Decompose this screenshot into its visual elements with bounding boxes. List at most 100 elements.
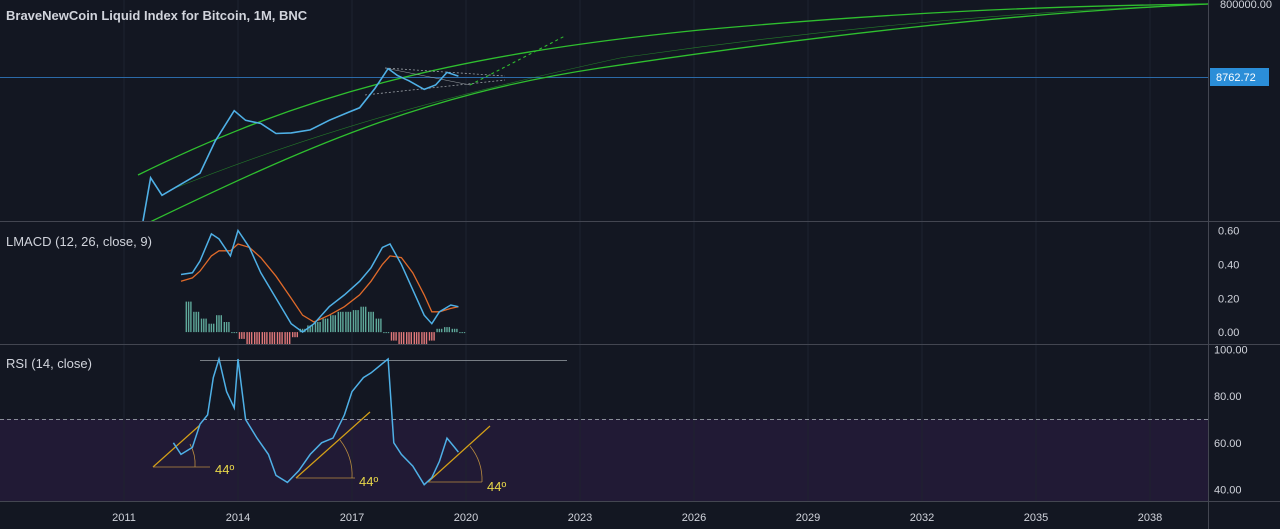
macd-histogram-bar — [256, 332, 258, 344]
macd-histogram-bar — [415, 332, 418, 344]
macd-histogram-bar — [281, 332, 283, 344]
time-axis-tick: 2026 — [682, 512, 706, 524]
macd-histogram-bar — [195, 311, 197, 333]
macd-histogram-bar — [289, 332, 291, 344]
macd-histogram-bar — [273, 332, 276, 344]
macd-axis[interactable]: 0.60 0.40 0.20 0.00 — [1218, 226, 1239, 340]
macd-histogram-bar — [327, 318, 329, 333]
macd-histogram-bar — [233, 332, 235, 334]
triangle-diagonal — [384, 67, 471, 86]
macd-histogram-bar — [372, 311, 374, 333]
macd-histogram-bar — [200, 318, 203, 333]
macd-histogram-bar — [448, 327, 450, 333]
macd-histogram-bar — [398, 332, 400, 344]
rsi-pane[interactable] — [0, 356, 1208, 486]
macd-histogram-bar — [286, 332, 289, 344]
time-axis[interactable]: 2011 2014 2017 2020 2023 2026 2029 2032 2035 2038 — [112, 512, 1162, 524]
macd-histogram-bar — [349, 311, 352, 333]
macd-histogram-bar — [410, 332, 412, 344]
macd-histogram-bar — [365, 306, 367, 333]
macd-histogram-bar — [444, 327, 446, 333]
angle-arc-1 — [189, 443, 196, 468]
macd-histogram-bar — [319, 322, 321, 333]
macd-histogram — [185, 301, 466, 344]
macd-histogram-bar — [357, 310, 359, 333]
macd-histogram-bar — [238, 332, 241, 339]
macd-histogram-bar — [423, 332, 425, 344]
macd-histogram-bar — [330, 315, 332, 333]
macd-pane[interactable] — [180, 228, 466, 358]
macd-histogram-bar — [190, 301, 192, 333]
macd-histogram-bar — [210, 323, 213, 333]
upper-growth-curve — [137, 3, 1208, 176]
macd-histogram-bar — [383, 332, 385, 334]
macd-histogram-bar — [292, 332, 294, 338]
macd-axis-tick: 0.40 — [1218, 259, 1239, 271]
macd-histogram-bar — [451, 328, 453, 333]
macd-histogram-bar — [463, 332, 466, 334]
angle-arc-3 — [469, 445, 483, 483]
macd-histogram-bar — [205, 318, 207, 333]
macd-histogram-bar — [228, 322, 230, 333]
macd-histogram-bar — [261, 332, 263, 344]
macd-histogram-bar — [185, 301, 187, 333]
macd-histogram-bar — [284, 332, 286, 344]
macd-histogram-bar — [461, 332, 463, 334]
price-pane[interactable] — [0, 3, 1208, 222]
macd-histogram-bar — [347, 311, 349, 333]
macd-histogram-bar — [345, 311, 347, 333]
time-axis-tick: 2038 — [1138, 512, 1162, 524]
middle-growth-curve — [169, 3, 1208, 191]
macd-histogram-bar — [193, 311, 195, 333]
angle-label-3: 44º — [487, 479, 506, 494]
rsi-line — [172, 356, 459, 486]
macd-histogram-bar — [377, 318, 380, 333]
macd-histogram-bar — [337, 311, 339, 333]
time-axis-tick: 2032 — [910, 512, 934, 524]
price-axis-top-label: 800000.00 — [1220, 0, 1272, 11]
rsi-axis[interactable]: 100.00 80.00 60.00 40.00 — [1214, 345, 1248, 497]
rsi-title: RSI (14, close) — [6, 356, 92, 371]
macd-histogram-bar — [218, 315, 220, 333]
macd-histogram-bar — [421, 332, 423, 344]
macd-histogram-bar — [279, 332, 281, 344]
macd-histogram-bar — [322, 318, 324, 333]
macd-histogram-bar — [456, 328, 458, 333]
macd-axis-tick: 0.60 — [1218, 226, 1239, 238]
macd-histogram-bar — [413, 332, 415, 344]
macd-histogram-bar — [263, 332, 266, 344]
angle-arc-2 — [339, 439, 353, 479]
time-axis-tick: 2014 — [226, 512, 250, 524]
macd-histogram-bar — [276, 332, 279, 344]
macd-signal-line — [180, 243, 459, 323]
macd-histogram-bar — [235, 332, 238, 334]
time-axis-tick: 2017 — [340, 512, 364, 524]
angle-label-2: 44º — [359, 474, 378, 489]
time-axis-tick: 2023 — [568, 512, 592, 524]
macd-histogram-bar — [197, 311, 200, 333]
macd-histogram-bar — [294, 332, 296, 338]
rsi-axis-tick: 100.00 — [1214, 345, 1248, 357]
macd-histogram-bar — [459, 332, 461, 334]
macd-histogram-bar — [317, 322, 319, 333]
macd-histogram-bar — [380, 318, 382, 333]
macd-histogram-bar — [187, 301, 190, 333]
angle-line-1 — [152, 424, 201, 468]
current-price-badge — [1210, 68, 1269, 86]
macd-histogram-bar — [352, 310, 355, 333]
macd-histogram-bar — [408, 332, 410, 344]
price-line — [142, 67, 459, 221]
angle-label-1: 44º — [215, 462, 234, 477]
macd-histogram-bar — [453, 328, 456, 333]
macd-histogram-bar — [436, 328, 438, 333]
macd-line — [180, 228, 459, 334]
vertical-grid — [123, 0, 1151, 501]
macd-histogram-bar — [385, 332, 387, 334]
triangle-lower-line — [364, 79, 506, 96]
macd-histogram-bar — [296, 332, 298, 338]
current-price-label: 8762.72 — [1216, 72, 1256, 84]
macd-histogram-bar — [360, 306, 362, 333]
macd-histogram-bar — [362, 306, 365, 333]
macd-histogram-bar — [269, 332, 271, 344]
macd-histogram-bar — [271, 332, 273, 344]
